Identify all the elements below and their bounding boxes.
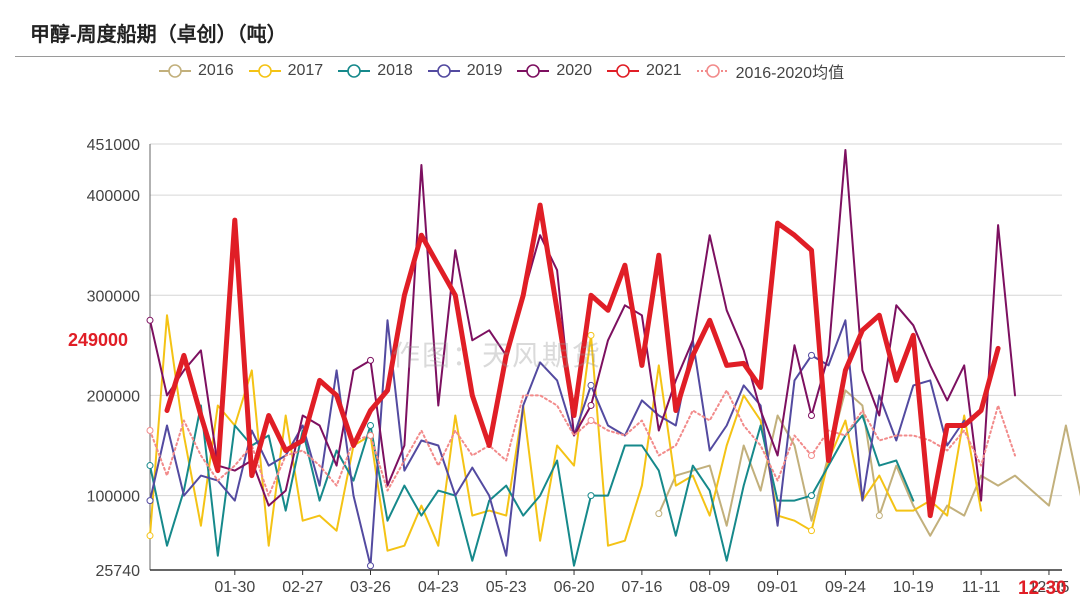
series-point: [655, 510, 663, 518]
y-tick-label: 200000: [87, 388, 140, 405]
legend-item[interactable]: 2016-2020均值: [696, 59, 845, 83]
legend-swatch-icon: [338, 64, 371, 78]
series-point: [146, 316, 154, 324]
legend-swatch-icon: [696, 64, 729, 78]
y-tick-label: 400000: [87, 188, 140, 205]
series-point: [808, 351, 815, 359]
series-point: [808, 452, 815, 460]
series-point: [587, 401, 595, 409]
title-divider: [15, 56, 1065, 57]
x-tick-label: 07-16: [621, 579, 662, 596]
series-point: [808, 411, 815, 419]
x-tick-label: 09-01: [757, 579, 798, 596]
series-line-2016-2020均值: [149, 389, 1016, 497]
legend-label: 2019: [466, 62, 503, 79]
series-point: [367, 432, 374, 440]
legend-swatch-icon: [159, 64, 191, 78]
highlight-value-label: 249000: [68, 330, 128, 350]
series-point: [146, 497, 154, 505]
series-point: [587, 331, 595, 339]
series-line-2017: [149, 314, 983, 552]
legend-swatch-icon: [248, 64, 281, 78]
legend-swatch-icon: [606, 64, 639, 78]
legend-label: 2016: [198, 62, 234, 79]
series-point: [146, 426, 154, 434]
y-tick-label: 300000: [87, 288, 140, 305]
series-point: [367, 421, 374, 429]
series-point: [146, 462, 154, 470]
series-line-2021: [164, 202, 1001, 519]
legend-swatch-icon: [517, 64, 550, 78]
series-point: [808, 492, 815, 500]
x-tick-label: 12-05: [1029, 579, 1070, 596]
x-tick-label: 02-27: [282, 579, 323, 596]
legend-item[interactable]: 2021: [606, 62, 682, 80]
x-tick-label: 05-23: [486, 579, 527, 596]
chart-title: 甲醇-周度船期（卓创）（吨）: [30, 24, 287, 46]
series-point: [808, 527, 815, 535]
x-tick-label: 08-09: [689, 579, 730, 596]
watermark: 作图：天风期货: [392, 340, 603, 371]
x-tick-label: 10-19: [893, 579, 934, 596]
legend-label: 2021: [645, 62, 682, 79]
y-tick-label: 451000: [87, 137, 140, 154]
legend-item[interactable]: 2019: [427, 62, 503, 80]
series-line-2020: [149, 149, 1016, 507]
y-tick-label: 25740: [96, 563, 141, 580]
legend-item[interactable]: 2016: [158, 62, 234, 80]
legend-swatch-icon: [427, 64, 460, 78]
series-point: [146, 532, 154, 540]
legend-item[interactable]: 2020: [516, 62, 592, 80]
x-last-label: 12-30: [1018, 578, 1067, 599]
series-point: [587, 492, 595, 500]
x-tick-label: 01-30: [214, 579, 255, 596]
x-tick-label: 11-11: [962, 579, 1001, 596]
legend-label: 2016-2020均值: [735, 65, 845, 82]
legend-item[interactable]: 2018: [337, 62, 413, 80]
legend-item[interactable]: 2017: [248, 62, 324, 80]
series-point: [367, 562, 374, 570]
y-tick-label: 100000: [87, 489, 140, 506]
legend: 2016 2017 2018 2019 2020 2021 2016-2020均值: [158, 59, 858, 83]
legend-label: 2020: [556, 62, 592, 79]
legend-label: 2018: [377, 62, 413, 79]
x-tick-label: 04-23: [418, 579, 459, 596]
x-tick-label: 06-20: [554, 579, 595, 596]
x-tick-label: 03-26: [350, 579, 391, 596]
series-point: [587, 416, 595, 424]
legend-label: 2017: [287, 62, 324, 79]
series-point: [587, 381, 595, 389]
series-point: [875, 512, 883, 520]
series-point: [367, 356, 374, 364]
x-tick-label: 09-24: [825, 579, 866, 596]
